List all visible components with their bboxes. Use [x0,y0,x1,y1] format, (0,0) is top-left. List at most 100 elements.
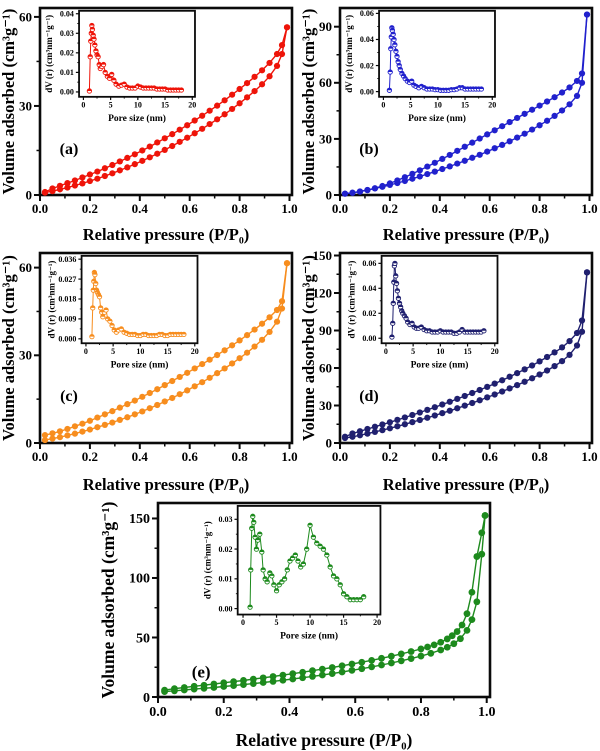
pore-size-distribution-series [86,22,185,94]
svg-text:0.00: 0.00 [60,88,74,97]
y-axis-label: Volume adsorbed (cm³g⁻¹) [300,9,318,195]
pore-size-inset: 0 5 10 15 20 0.00 0.01 0.02 0.03 Pore size (nm) dV… [203,505,382,642]
inset-x-axis-label: Pore size (nm) [111,359,169,370]
svg-text:5: 5 [275,618,279,627]
svg-text:0.8: 0.8 [531,449,548,464]
desorption-series [41,24,291,196]
adsorption-series [161,512,489,696]
svg-text:10: 10 [436,347,444,356]
svg-text:1.0: 1.0 [478,705,496,720]
panel-letter: (a) [60,141,79,158]
svg-text:0.009: 0.009 [58,315,76,324]
x-axis-ticks: 0 5 10 15 20 [84,343,199,356]
desorption-series [341,269,591,440]
svg-text:0.04: 0.04 [360,35,374,44]
panel-letter: (d) [359,388,379,405]
y-axis-ticks: 0 30 60 90 [319,19,340,202]
plot-border [156,501,492,699]
x-axis-ticks: 0 5 10 15 20 [381,96,496,109]
svg-text:0.02: 0.02 [362,309,376,318]
inset-y-axis-label: dV (r) (cm³nm⁻¹g⁻¹) [347,261,357,339]
svg-text:0.04: 0.04 [362,284,376,293]
panel-d-chart: 0.0 0.2 0.4 0.6 0.8 1.00306090120150(d)Relati… [300,248,598,494]
pore-size-inset: 0 5 10 15 20 0.00 0.02 0.04 0.06 Pore size (nm) dV… [344,9,496,124]
y-axis-label: Volume adsorbed (cm³g⁻¹) [100,501,118,698]
svg-text:10: 10 [306,618,314,627]
svg-text:5: 5 [409,100,413,109]
svg-text:0.4: 0.4 [132,201,149,216]
desorption-series [41,260,291,439]
y-axis-label: Volume adsorbed (cm³g⁻¹) [300,255,318,441]
svg-text:0: 0 [384,347,388,356]
pore-size-distribution-series [247,513,367,610]
svg-text:10: 10 [134,100,142,109]
pore-size-distribution-series [386,25,485,93]
plot-border [378,9,496,98]
desorption-series [161,512,489,694]
svg-text:1.0: 1.0 [581,449,597,464]
inset-x-axis-label: Pore size (nm) [108,113,166,124]
plot-border [338,251,594,445]
svg-text:0.0: 0.0 [32,449,48,464]
svg-text:30: 30 [19,98,32,113]
svg-text:0: 0 [381,100,385,109]
svg-text:60: 60 [19,9,32,24]
svg-text:0.03: 0.03 [218,515,232,524]
svg-text:0.02: 0.02 [360,61,374,70]
svg-text:0.2: 0.2 [82,201,98,216]
inset-x-axis-label: Pore size (nm) [408,113,466,124]
svg-text:0.036: 0.036 [58,255,76,264]
adsorption-series [41,260,291,444]
svg-text:100: 100 [129,572,150,587]
x-axis-ticks: 0 5 10 15 20 [241,614,381,627]
x-axis-ticks: 0 5 10 15 20 [81,96,196,109]
plot-border [78,9,196,98]
svg-text:0.0: 0.0 [32,201,48,216]
svg-text:0.00: 0.00 [362,334,376,343]
svg-text:0.027: 0.027 [58,275,76,284]
x-axis-label: Relative pressure (P/P₀) [83,475,250,494]
inset-y-axis-label: dV (r) (cm³nm⁻¹g⁻¹) [344,15,354,93]
adsorption-series [341,269,591,442]
svg-text:0.0: 0.0 [149,705,167,720]
svg-text:0.03: 0.03 [60,29,74,38]
y-axis-ticks: 0 30 60 [19,9,40,202]
svg-text:30: 30 [319,131,332,146]
svg-text:15: 15 [464,347,472,356]
y-axis-ticks: 0 30 60 90 120 150 [313,248,340,450]
x-axis-label: Relative pressure (P/P₀) [236,730,413,750]
svg-text:60: 60 [19,260,32,275]
svg-text:0.2: 0.2 [82,449,98,464]
x-axis-label: Relative pressure (P/P₀) [383,225,550,244]
svg-text:60: 60 [319,360,332,375]
svg-text:0.00: 0.00 [218,604,232,613]
plot-border [380,254,499,345]
svg-text:0.4: 0.4 [432,201,449,216]
y-axis-ticks: 0.00 0.02 0.04 0.06 [360,9,380,96]
svg-text:10: 10 [434,100,442,109]
pore-size-inset: 0 5 10 15 20 0.00 0.01 0.02 0.03 0.04 Pore size (n… [44,9,196,123]
svg-text:90: 90 [319,19,332,34]
panel-a-chart: 0.0 0.2 0.4 0.6 0.8 1.0 0 30 60 (a) Relative press… [0,6,298,244]
svg-text:1.0: 1.0 [281,449,297,464]
svg-text:0.000: 0.000 [58,335,76,344]
svg-text:0.6: 0.6 [346,705,364,720]
svg-text:0.0: 0.0 [332,449,348,464]
pore-size-distribution-series [89,269,187,340]
y-axis-ticks: 0.00 0.01 0.02 0.03 [218,515,238,613]
svg-text:150: 150 [129,512,150,527]
svg-text:0.4: 0.4 [132,449,149,464]
plot-border [38,6,294,197]
x-axis-ticks: 0.0 0.2 0.4 0.6 0.8 1.0 [332,443,598,464]
y-axis-ticks: 0.00 0.01 0.02 0.03 0.04 [60,9,80,97]
inset-y-axis-label: dV (r) (cm³nm⁻¹g⁻¹) [44,15,54,93]
svg-text:0: 0 [326,435,333,450]
svg-text:60: 60 [319,75,332,90]
svg-text:0.6: 0.6 [182,449,199,464]
svg-text:15: 15 [461,100,469,109]
svg-text:0.6: 0.6 [482,449,499,464]
y-axis-ticks: 0 30 60 [19,260,40,450]
svg-text:0.06: 0.06 [360,9,374,18]
svg-text:5: 5 [111,347,115,356]
